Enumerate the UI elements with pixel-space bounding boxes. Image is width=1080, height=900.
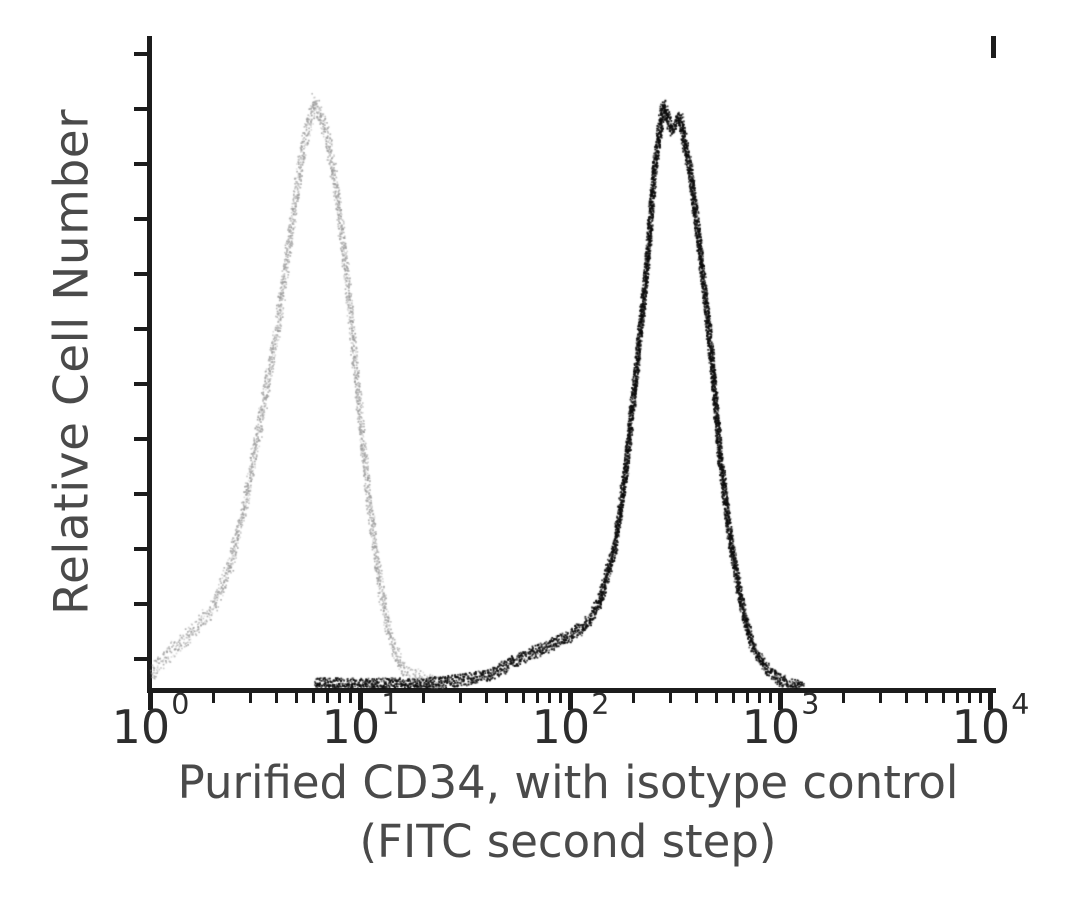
x-axis-minor-tick — [668, 693, 672, 703]
y-axis-tick — [134, 162, 147, 166]
x-axis-title: Purified CD34, with isotype control (FIT… — [178, 754, 959, 871]
x-axis-minor-tick — [758, 693, 762, 703]
x-axis-minor-tick — [211, 693, 215, 703]
y-axis-title: Relative Cell Number — [44, 108, 100, 616]
x-axis-minor-tick — [505, 693, 509, 703]
x-axis-minor-tick — [878, 693, 882, 703]
x-axis-minor-tick — [311, 693, 315, 703]
x-axis-major-tick — [987, 693, 993, 710]
y-axis-tick — [134, 382, 147, 386]
x-axis-minor-tick — [325, 693, 329, 703]
x-axis-minor-tick — [558, 693, 562, 703]
x-tick-label: 100 — [111, 687, 190, 754]
x-axis-title-line1: Purified CD34, with isotype control — [177, 756, 959, 809]
x-axis-minor-tick — [421, 693, 425, 703]
y-axis-tick — [134, 602, 147, 606]
x-tick-label: 104 — [951, 687, 1030, 754]
x-axis-minor-tick — [484, 693, 488, 703]
y-axis-tick — [134, 437, 147, 441]
x-axis-minor-tick — [248, 693, 252, 703]
y-axis-tick — [134, 547, 147, 551]
x-axis-minor-tick — [274, 693, 278, 703]
y-axis-tick — [134, 107, 147, 111]
x-axis-minor-tick — [768, 693, 772, 703]
x-axis-title-line2: (FITC second step) — [359, 814, 777, 868]
x-axis-major-tick — [357, 693, 363, 710]
x-axis-minor-tick — [535, 693, 539, 703]
x-axis-major-tick — [567, 693, 573, 710]
x-axis-minor-tick — [348, 693, 352, 703]
x-axis-minor-tick — [904, 693, 908, 703]
y-axis-tick — [134, 217, 147, 221]
x-axis-minor-tick — [955, 693, 959, 703]
x-tick-label: 102 — [531, 687, 610, 754]
y-axis-tick — [134, 327, 147, 331]
x-axis-minor-tick — [694, 693, 698, 703]
y-axis-tick — [134, 52, 147, 56]
y-axis-tick — [134, 272, 147, 276]
y-axis-tick — [134, 657, 147, 661]
x-axis-minor-tick — [521, 693, 525, 703]
histogram-canvas — [148, 36, 996, 696]
x-axis-minor-tick — [458, 693, 462, 703]
x-tick-label: 101 — [321, 687, 400, 754]
x-axis-minor-tick — [715, 693, 719, 703]
x-axis-minor-tick — [295, 693, 299, 703]
x-axis-minor-tick — [925, 693, 929, 703]
x-axis-minor-tick — [978, 693, 982, 703]
x-axis-minor-tick — [548, 693, 552, 703]
x-axis-minor-tick — [338, 693, 342, 703]
x-axis-minor-tick — [941, 693, 945, 703]
x-axis-minor-tick — [731, 693, 735, 703]
x-axis-major-tick — [777, 693, 783, 710]
x-axis-minor-tick — [841, 693, 845, 703]
y-axis-tick — [134, 492, 147, 496]
x-axis-minor-tick — [631, 693, 635, 703]
x-axis-minor-tick — [968, 693, 972, 703]
x-axis-minor-tick — [745, 693, 749, 703]
x-axis-major-tick — [147, 693, 153, 710]
x-tick-label: 103 — [741, 687, 820, 754]
